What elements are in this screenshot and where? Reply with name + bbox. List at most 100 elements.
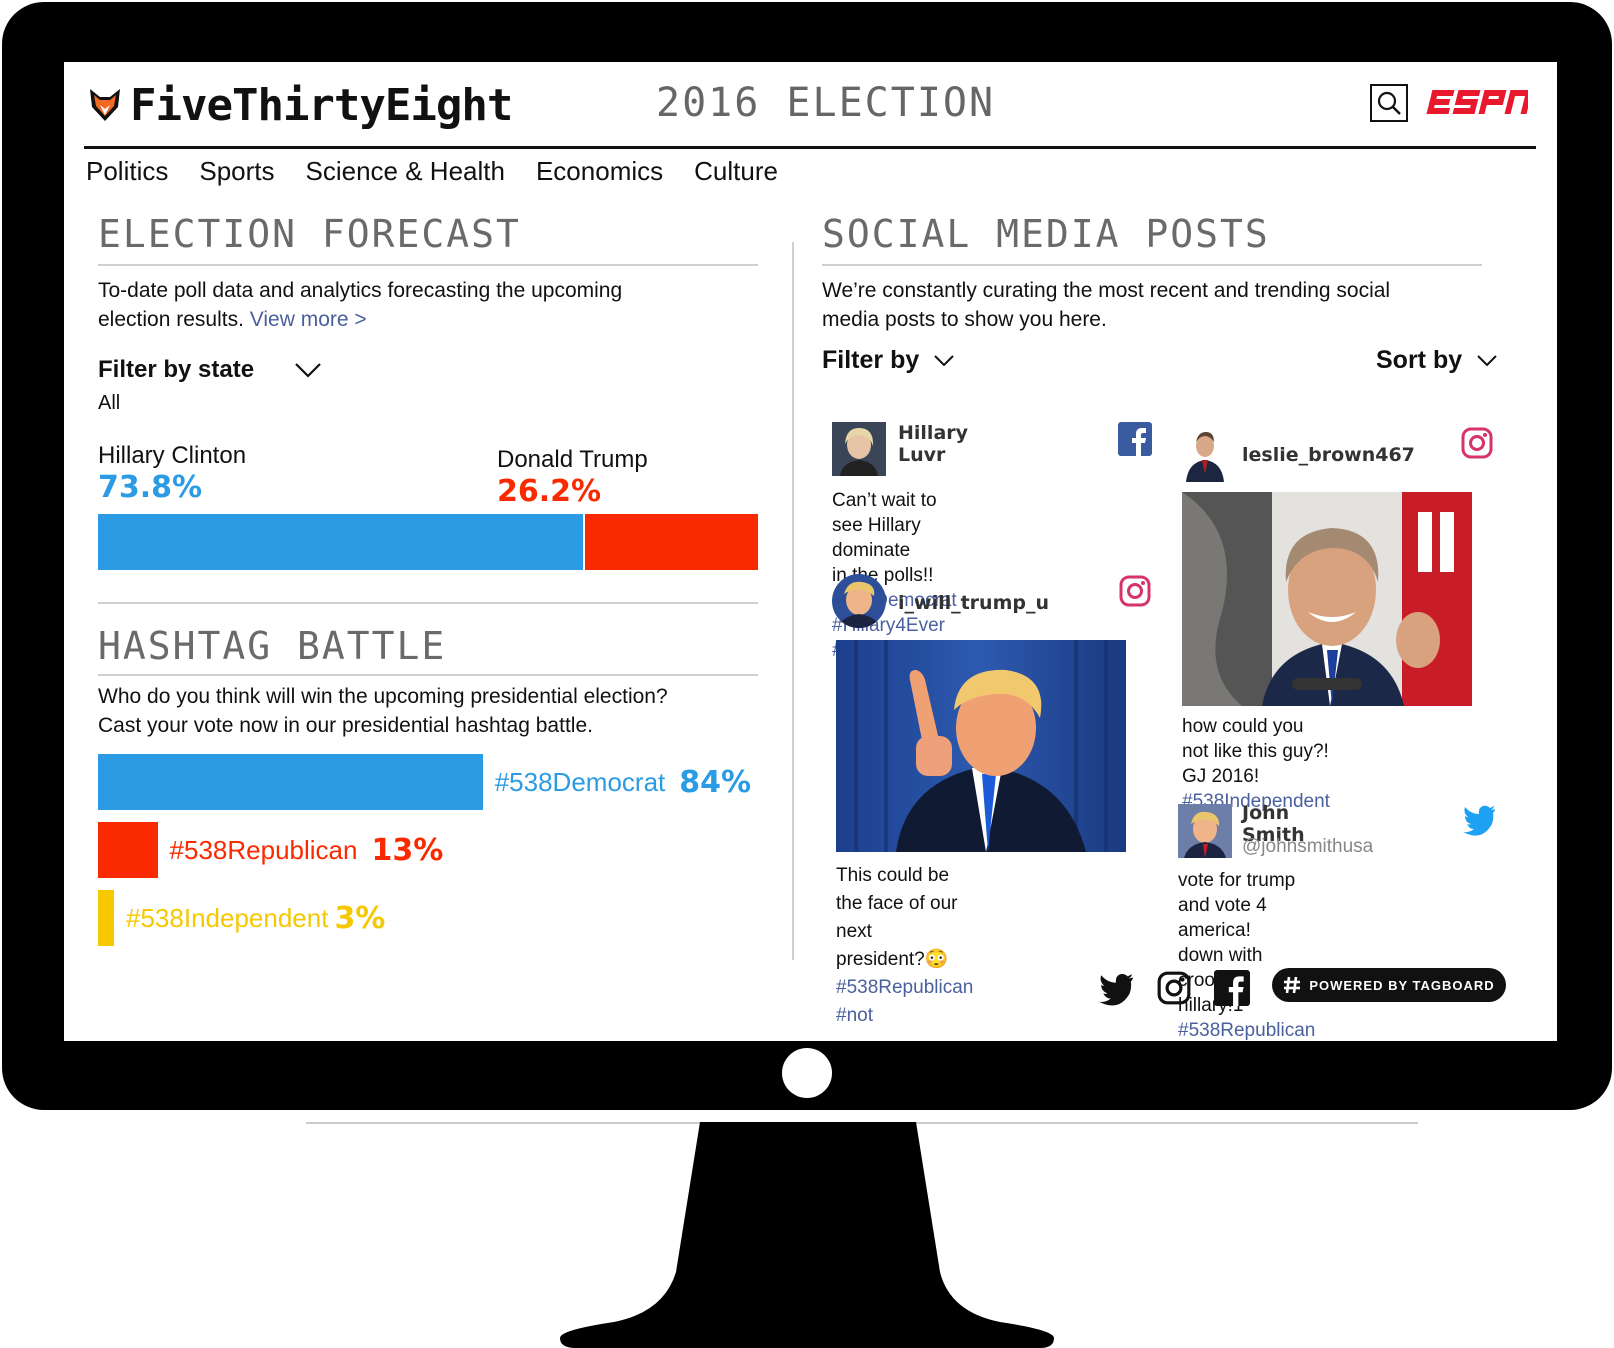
state-filter-label: Filter by state (98, 356, 255, 383)
nav-science-health[interactable]: Science & Health (305, 156, 505, 186)
twitter-icon[interactable] (1462, 802, 1496, 836)
post-handle[interactable]: @johnsmithusa (1242, 836, 1374, 857)
search-button[interactable] (1370, 84, 1408, 122)
social-media-title: SOCIAL MEDIA POSTS (822, 212, 1270, 256)
hashtag-battle-row[interactable]: #538Democrat 84% (98, 754, 751, 810)
sort-by-label: Sort by (1376, 346, 1463, 374)
hashtag-label[interactable]: #538Republican (169, 834, 358, 865)
hashtag-percent: 13% (371, 832, 444, 868)
fivethirtyeight-logo[interactable]: FiveThirtyEight (88, 79, 513, 131)
post-text-line: vote for trump and vote 4 america! (1178, 870, 1296, 941)
candidate-percent: 26.2% (497, 474, 602, 509)
clinton-forecast: Hillary Clinton 73.8% (98, 442, 246, 505)
hashtag-icon (1284, 976, 1301, 994)
post-username[interactable]: Hillary Luvr (898, 422, 969, 466)
chevron-down-icon (295, 363, 321, 378)
facebook-icon[interactable] (1214, 970, 1250, 1006)
candidate-name: Hillary Clinton (98, 442, 247, 469)
browser-screen: FiveThirtyEight 2016 ELECTION ESPN Polit… (64, 62, 1557, 1041)
forecast-bottom-rule (98, 602, 758, 604)
nav-politics[interactable]: Politics (86, 156, 169, 186)
hashtag-label[interactable]: #538Democrat (494, 766, 666, 797)
trump-photo (836, 640, 1126, 852)
hashtag-battle-title: HASHTAG BATTLE (98, 624, 447, 668)
post-username[interactable]: John Smith (1242, 802, 1305, 846)
hashtag-link[interactable]: #not (836, 1005, 873, 1026)
hashtag-link[interactable]: #538Republican (836, 977, 974, 998)
post-text: how could you not like this guy?! GJ 201… (1182, 714, 1330, 814)
post-text-line: GJ 2016! (1182, 766, 1260, 787)
state-filter-dropdown[interactable]: Filter by state (98, 356, 322, 384)
twitter-icon[interactable] (1098, 970, 1134, 1006)
hashtag-description: Who do you think will win the upcoming p… (98, 682, 668, 740)
chevron-down-icon (1477, 354, 1497, 366)
fox-icon (90, 89, 120, 121)
edition-title: 2016 ELECTION (656, 80, 996, 126)
user-portrait (832, 422, 886, 476)
hashtag-battle-row[interactable]: #538Independent 3% (98, 890, 385, 946)
view-more-link[interactable]: View more > (249, 308, 367, 331)
user-portrait (1180, 426, 1230, 482)
social-filter-dropdown[interactable]: Filter by (822, 346, 955, 375)
instagram-icon[interactable] (1156, 970, 1192, 1006)
avatar[interactable] (832, 574, 886, 628)
forecast-description: To-date poll data and analytics forecast… (98, 276, 622, 334)
powered-by-label: POWERED BY TAGBOARD (1309, 977, 1495, 993)
post-text: This could be the face of our next presi… (836, 862, 973, 1030)
user-portrait (832, 574, 886, 628)
instagram-icon[interactable] (1460, 426, 1494, 460)
avatar[interactable] (1178, 804, 1232, 858)
facebook-icon[interactable] (1118, 422, 1152, 456)
trump-forecast: Donald Trump 26.2% (497, 446, 648, 509)
election-forecast-title: ELECTION FORECAST (98, 212, 521, 256)
monitor-power-button (782, 1048, 832, 1098)
svg-text:ESPN: ESPN (1424, 84, 1427, 85)
post-username[interactable]: i_will_trump_u (898, 592, 1050, 614)
footer-social-icons (1098, 970, 1250, 1006)
hashtag-link[interactable]: #538Republican (1178, 1020, 1316, 1041)
post-username[interactable]: leslie_brown467 (1242, 444, 1415, 466)
instagram-icon[interactable] (1118, 574, 1152, 608)
search-icon (1377, 91, 1401, 115)
avatar[interactable] (1180, 426, 1230, 482)
hashtag-battle-bar (98, 754, 483, 810)
candidate-percent: 73.8% (98, 470, 203, 505)
johnson-photo (1182, 492, 1472, 706)
hashtag-percent: 84% (679, 764, 752, 800)
espn-logo[interactable]: ESPN (1424, 84, 1528, 120)
social-desc-line1: We’re constantly curating the most recen… (822, 279, 1391, 302)
header-divider (84, 146, 1536, 149)
monitor-stand (560, 1122, 1054, 1348)
social-title-rule (822, 264, 1482, 266)
forecast-desc-line1: To-date poll data and analytics forecast… (98, 279, 623, 302)
avatar[interactable] (832, 422, 886, 476)
post-text-line: president? (836, 949, 925, 970)
column-divider (792, 242, 794, 960)
nav-sports[interactable]: Sports (199, 156, 275, 186)
social-sort-dropdown[interactable]: Sort by (1376, 346, 1498, 375)
hashtag-label[interactable]: #538Independent (126, 902, 329, 933)
hashtag-title-rule (98, 674, 758, 676)
forecast-desc-line2: election results. (98, 308, 244, 331)
post-text: vote for trump and vote 4 america! down … (1178, 868, 1315, 1041)
forecast-segment-trump (585, 514, 758, 570)
social-desc-line2: media posts to show you here. (822, 308, 1107, 331)
post-image[interactable] (836, 640, 1126, 852)
hashtag-battle-bar (98, 822, 158, 878)
hashtag-desc-line1: Who do you think will win the upcoming p… (98, 685, 668, 708)
hashtag-percent: 3% (334, 900, 386, 936)
filter-by-label: Filter by (822, 346, 920, 374)
nav-economics[interactable]: Economics (535, 156, 664, 186)
post-image[interactable] (1182, 492, 1472, 706)
powered-by-tagboard-button[interactable]: POWERED BY TAGBOARD (1272, 968, 1506, 1002)
hashtag-battle-row[interactable]: #538Republican 13% (98, 822, 443, 878)
post-text-line: how could you not like this guy?! (1182, 716, 1329, 762)
nav-culture[interactable]: Culture (694, 156, 778, 186)
main-nav: Politics Sports Science & Health Economi… (86, 156, 778, 187)
flushed-face-icon: 😳 (924, 949, 949, 970)
candidate-name: Donald Trump (497, 446, 648, 473)
brand-name: FiveThirtyEight (130, 79, 513, 131)
user-portrait (1178, 804, 1232, 858)
forecast-bar (98, 514, 758, 570)
hashtag-battle-bar (98, 890, 114, 946)
